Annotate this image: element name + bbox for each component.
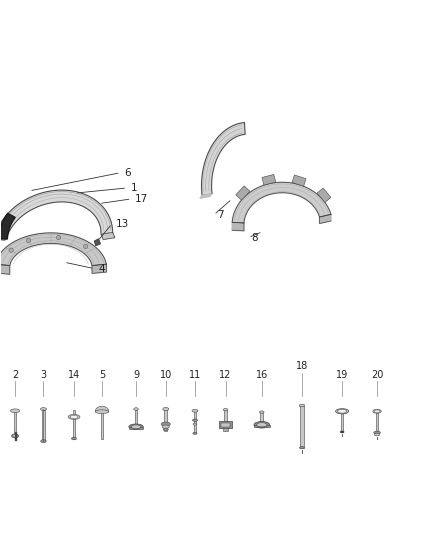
Text: 17: 17 — [135, 194, 148, 204]
Ellipse shape — [299, 404, 305, 407]
Ellipse shape — [300, 447, 304, 449]
Bar — [261, 413, 263, 425]
Bar — [219, 422, 232, 429]
Ellipse shape — [161, 422, 170, 426]
Ellipse shape — [41, 408, 46, 410]
Ellipse shape — [162, 425, 170, 429]
Ellipse shape — [192, 419, 198, 422]
Bar — [194, 411, 196, 433]
Ellipse shape — [257, 423, 267, 427]
Ellipse shape — [374, 410, 380, 413]
Bar — [254, 425, 270, 427]
Text: 18: 18 — [296, 361, 308, 372]
Text: 20: 20 — [371, 370, 383, 380]
Ellipse shape — [131, 425, 141, 429]
Text: 3: 3 — [40, 370, 46, 380]
Circle shape — [84, 244, 88, 248]
Bar — [376, 411, 378, 434]
Text: 7: 7 — [217, 210, 224, 220]
Polygon shape — [317, 188, 331, 203]
Text: 1: 1 — [131, 183, 138, 193]
Polygon shape — [95, 239, 100, 246]
Text: 4: 4 — [98, 264, 105, 273]
Ellipse shape — [374, 433, 380, 436]
Bar — [300, 406, 304, 448]
Bar — [42, 410, 45, 441]
Text: 9: 9 — [133, 370, 139, 380]
Text: 13: 13 — [116, 219, 129, 229]
Ellipse shape — [223, 408, 228, 411]
Ellipse shape — [95, 410, 109, 414]
Ellipse shape — [41, 440, 46, 442]
Bar — [135, 410, 138, 427]
Ellipse shape — [373, 409, 381, 413]
Ellipse shape — [337, 409, 347, 413]
Polygon shape — [236, 186, 250, 200]
Ellipse shape — [71, 437, 77, 440]
Polygon shape — [200, 194, 212, 198]
Polygon shape — [232, 222, 244, 231]
Text: 14: 14 — [68, 370, 80, 380]
Circle shape — [9, 248, 13, 252]
Ellipse shape — [70, 415, 78, 418]
Ellipse shape — [163, 428, 168, 431]
Text: 6: 6 — [124, 168, 131, 177]
Bar — [341, 411, 343, 432]
Text: 11: 11 — [189, 370, 201, 380]
Bar — [129, 427, 143, 429]
Bar — [164, 410, 167, 431]
Ellipse shape — [340, 431, 344, 433]
Ellipse shape — [193, 423, 197, 425]
Polygon shape — [95, 406, 109, 411]
Polygon shape — [101, 232, 115, 239]
Polygon shape — [0, 190, 113, 237]
Polygon shape — [292, 175, 306, 186]
Text: 10: 10 — [159, 370, 172, 380]
Bar — [14, 432, 16, 440]
Polygon shape — [232, 182, 331, 223]
Bar — [223, 427, 229, 431]
Polygon shape — [92, 264, 106, 273]
Polygon shape — [201, 123, 245, 196]
Ellipse shape — [129, 424, 143, 430]
Ellipse shape — [68, 415, 80, 419]
Circle shape — [57, 236, 61, 240]
Polygon shape — [320, 214, 331, 223]
Ellipse shape — [336, 409, 349, 414]
Text: 8: 8 — [252, 233, 258, 243]
Ellipse shape — [374, 431, 380, 434]
Ellipse shape — [163, 407, 169, 411]
Ellipse shape — [13, 435, 18, 437]
Ellipse shape — [259, 411, 264, 413]
Bar — [73, 410, 75, 439]
Ellipse shape — [254, 422, 270, 428]
Circle shape — [26, 238, 31, 243]
Polygon shape — [0, 233, 106, 265]
Polygon shape — [0, 213, 15, 239]
Bar — [14, 411, 16, 436]
Polygon shape — [0, 264, 10, 274]
Polygon shape — [0, 236, 7, 240]
Ellipse shape — [134, 408, 138, 410]
Text: 5: 5 — [99, 370, 105, 380]
Text: 2: 2 — [12, 370, 18, 380]
Bar — [224, 410, 227, 424]
Bar — [221, 423, 230, 427]
Bar — [101, 413, 103, 439]
Text: 16: 16 — [256, 370, 268, 380]
Polygon shape — [262, 174, 276, 185]
Ellipse shape — [11, 434, 19, 438]
Text: 19: 19 — [336, 370, 348, 380]
Ellipse shape — [11, 409, 20, 413]
Ellipse shape — [192, 409, 198, 412]
Text: 12: 12 — [219, 370, 232, 380]
Ellipse shape — [193, 432, 197, 434]
